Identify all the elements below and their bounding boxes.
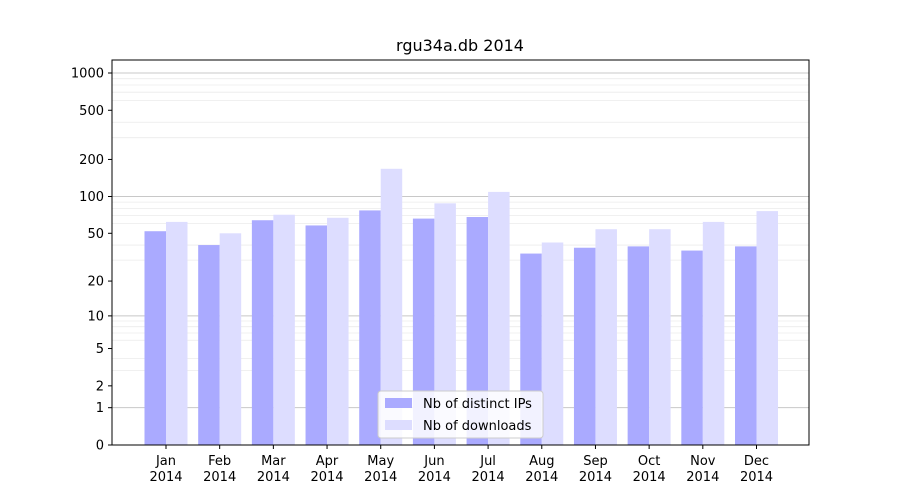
x-tick-label: Dec 2014 <box>740 454 773 485</box>
legend-box <box>377 390 544 439</box>
y-axis: 0 1 2 5 10 20 50 100 200 500 1000 <box>71 67 112 454</box>
bar-downloads <box>488 191 510 445</box>
bar-distinct-ips <box>627 246 650 445</box>
chart-title: rgu34a.db 2014 <box>396 36 524 55</box>
bar-downloads <box>219 233 242 445</box>
x-tick-label: Feb 2014 <box>203 454 236 485</box>
y-tick-label: 5 <box>96 342 104 357</box>
bar-downloads <box>273 214 295 445</box>
bar-downloads <box>595 229 617 445</box>
x-tick-label: Aug 2014 <box>525 454 558 485</box>
bar-downloads <box>702 221 725 445</box>
y-tick-label: 500 <box>79 104 104 119</box>
x-tick-label: May 2014 <box>364 454 397 485</box>
bar-downloads <box>649 229 671 445</box>
bar-distinct-ips <box>359 210 381 445</box>
legend: Nb of distinct IPs Nb of downloads <box>377 390 544 439</box>
y-tick-label: 50 <box>87 227 104 242</box>
x-tick-label: Jan 2014 <box>149 454 182 485</box>
x-tick-label: Apr 2014 <box>310 454 343 485</box>
bars-layer <box>144 168 778 445</box>
x-tick-label: Jul 2014 <box>472 454 505 485</box>
y-tick-label: 10 <box>87 309 104 324</box>
x-axis: Jan 2014 Feb 2014 Mar 2014 Apr 2014 May 2014 Jun 20… <box>149 445 773 485</box>
bar-distinct-ips <box>681 250 703 445</box>
y-tick-label: 1 <box>96 401 104 416</box>
x-tick-label: Oct 2014 <box>633 454 666 485</box>
bar-distinct-ips <box>198 245 220 445</box>
plot-frame <box>111 59 810 446</box>
legend-label-downloads: Nb of downloads <box>423 419 532 434</box>
y-tick-label: 0 <box>96 439 104 454</box>
x-tick-label: Nov 2014 <box>686 454 719 485</box>
bar-downloads <box>166 221 188 445</box>
legend-swatch-downloads <box>385 420 412 430</box>
y-tick-label: 2 <box>96 379 104 394</box>
y-tick-label: 100 <box>79 190 104 205</box>
legend-label-ips: Nb of distinct IPs <box>423 397 532 412</box>
x-tick-label: Mar 2014 <box>257 454 290 485</box>
bar-distinct-ips <box>573 247 596 445</box>
bar-distinct-ips <box>144 231 166 445</box>
legend-swatch-ips <box>385 398 412 408</box>
bar-distinct-ips <box>305 225 328 445</box>
x-tick-label: Jun 2014 <box>418 454 451 485</box>
bar-distinct-ips <box>251 220 274 445</box>
bar-distinct-ips <box>412 218 435 445</box>
y-tick-label: 200 <box>79 153 104 168</box>
bar-distinct-ips <box>735 246 757 445</box>
bar-downloads <box>541 242 564 445</box>
bar-downloads <box>756 211 778 445</box>
bar-downloads <box>434 203 456 445</box>
bar-downloads <box>380 168 403 445</box>
bar-distinct-ips <box>466 217 489 445</box>
x-tick-label: Sep 2014 <box>579 454 612 485</box>
y-tick-label: 20 <box>87 275 104 290</box>
y-tick-label: 1000 <box>71 67 104 82</box>
bar-downloads <box>327 217 349 445</box>
